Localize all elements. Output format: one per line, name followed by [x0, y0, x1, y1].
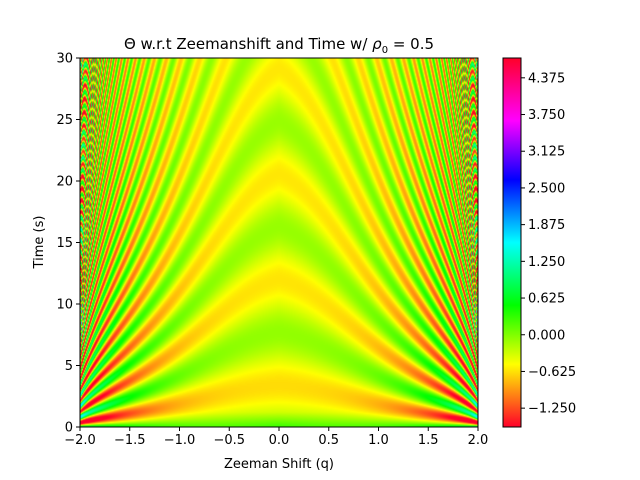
title-symbol: ρ [372, 35, 382, 53]
colorbar-tick-label: 1.250 [528, 255, 565, 270]
x-axis-label: Zeeman Shift (q) [224, 457, 334, 472]
colorbar-tick-label: 2.500 [528, 181, 565, 196]
y-tick-label: 0 [65, 421, 73, 436]
y-tick-label: 30 [56, 52, 73, 67]
title-subscript: 0 [382, 45, 388, 56]
x-tick-label: −2.0 [64, 433, 96, 448]
x-tick-label: −1.5 [114, 433, 146, 448]
title-suffix: = 0.5 [388, 35, 434, 53]
colorbar-tick-label: 1.875 [528, 218, 565, 233]
title-prefix: Θ w.r.t Zeemanshift and Time w/ [124, 35, 372, 53]
x-tick-label: 0.0 [269, 433, 290, 448]
colorbar-tick-label: −0.625 [528, 365, 576, 380]
chart-title: Θ w.r.t Zeemanshift and Time w/ ρ0 = 0.5 [124, 35, 434, 56]
x-tick-label: 1.5 [418, 433, 439, 448]
y-tick-label: 10 [56, 298, 73, 313]
colorbar-tick-label: 4.375 [528, 71, 565, 86]
y-axis-label: Time (s) [32, 216, 47, 270]
colorbar-tick-label: −1.250 [528, 402, 576, 417]
y-tick-label: 20 [56, 175, 73, 190]
y-axis: 0 5 10 15 20 25 30 [56, 52, 80, 436]
y-tick-label: 15 [56, 236, 73, 251]
y-tick-label: 5 [65, 359, 73, 374]
x-tick-label: 1.0 [368, 433, 389, 448]
x-tick-label: 0.5 [318, 433, 339, 448]
colorbar-tick-label: 3.125 [528, 145, 565, 160]
x-tick-label: 2.0 [468, 433, 489, 448]
colorbar-ticks: −1.250 −0.625 0.000 0.625 1.250 1.875 2.500 3.1… [521, 71, 576, 417]
y-tick-label: 25 [56, 113, 73, 128]
colorbar [502, 57, 522, 428]
x-axis: −2.0 −1.5 −1.0 −0.5 0.0 0.5 1.0 1.5 2.0 [64, 427, 488, 448]
colorbar-tick-label: 0.000 [528, 328, 565, 343]
x-tick-label: −1.0 [164, 433, 196, 448]
heatmap-area [80, 58, 478, 427]
colorbar-tick-label: 0.625 [528, 292, 565, 307]
colorbar-tick-label: 3.750 [528, 108, 565, 123]
x-tick-label: −0.5 [213, 433, 245, 448]
